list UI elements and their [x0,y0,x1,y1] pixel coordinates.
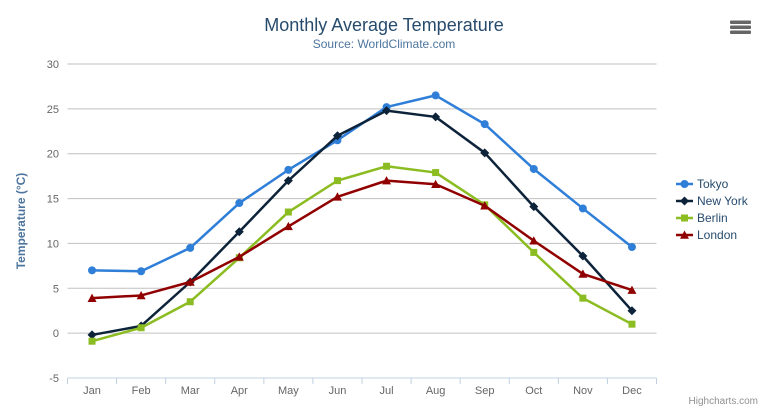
data-point-tokyo[interactable] [529,164,538,173]
data-point-tokyo[interactable] [137,267,146,276]
data-point-new-york[interactable] [234,227,244,237]
data-point-berlin[interactable] [137,324,145,332]
data-point-new-york[interactable] [382,106,392,116]
data-point-new-york[interactable] [431,112,441,122]
series-london [87,176,637,302]
data-point-berlin[interactable] [186,298,194,306]
legend: Tokyo New York Berlin London [676,177,749,242]
x-axis-label: Apr [231,385,248,397]
legend-label: New York [697,194,749,208]
legend-item-tokyo[interactable]: Tokyo [676,177,729,191]
legend-label: Berlin [697,211,728,225]
legend-symbol-circle-icon[interactable] [680,180,689,188]
data-point-london[interactable] [480,201,490,210]
x-axis-label: Mar [181,385,200,397]
credits-link[interactable]: Highcharts.com [689,396,758,407]
data-point-london[interactable] [578,269,588,278]
legend-item-berlin[interactable]: Berlin [676,211,728,225]
y-axis-label: 25 [47,104,59,116]
data-point-london[interactable] [87,293,97,302]
hamburger-menu-icon [730,20,751,24]
data-point-berlin[interactable] [284,208,292,216]
data-point-london[interactable] [431,179,441,189]
data-point-tokyo[interactable] [578,204,587,213]
data-point-london[interactable] [382,176,392,185]
data-point-london[interactable] [234,252,244,261]
data-point-berlin[interactable] [88,337,96,345]
gridlines [67,63,657,379]
data-point-london[interactable] [185,277,195,286]
x-axis-label: Jun [329,385,347,397]
chart-subtitle: Source: WorldClimate.com [313,37,456,51]
x-axis-label: May [278,385,299,397]
legend-symbol-diamond-icon[interactable] [680,196,689,206]
x-axis-label: Oct [525,385,542,397]
series-layer [87,91,637,345]
data-point-tokyo[interactable] [284,165,293,174]
hamburger-menu-icon [730,30,751,34]
y-axis-label: 10 [47,238,59,250]
data-point-new-york[interactable] [332,131,342,141]
x-axis-label: Dec [622,385,642,397]
y-axis-label: 30 [47,59,59,71]
legend-symbol-triangle-icon[interactable] [680,230,689,239]
y-axis-label: -5 [49,373,59,385]
x-axis-label: Jan [83,385,101,397]
data-point-tokyo[interactable] [480,120,489,129]
data-point-new-york[interactable] [578,251,588,261]
legend-symbol-square-icon[interactable] [681,214,688,222]
chart-title: Monthly Average Temperature [264,15,503,35]
export-menu-button[interactable] [730,20,751,35]
series-line-berlin [90,165,634,343]
data-point-berlin[interactable] [628,320,636,328]
data-point-berlin[interactable] [333,177,341,185]
data-point-berlin[interactable] [383,162,391,170]
data-point-tokyo[interactable] [235,199,244,208]
data-point-tokyo[interactable] [88,266,97,275]
data-point-london[interactable] [627,285,637,294]
data-point-london[interactable] [136,290,146,300]
data-point-new-york[interactable] [627,306,637,316]
legend-label: Tokyo [697,177,729,191]
y-axis-title: Temperature (°C) [14,173,28,270]
x-axis-label: Nov [573,385,593,397]
series-tokyo [88,91,636,276]
data-point-london[interactable] [283,221,293,231]
y-axis-label: 15 [47,194,59,206]
data-point-new-york[interactable] [480,148,490,158]
series-line-tokyo [90,94,634,273]
x-axis-label: Aug [426,385,446,397]
axes: -5 0 5 10 15 20 25 30 Jan Feb Mar Apr May Jun Jul Aug Se… [47,59,657,397]
data-point-new-york[interactable] [87,330,97,340]
y-axis-label: 0 [53,328,59,340]
x-axis-label: Jul [380,385,394,397]
data-point-tokyo[interactable] [186,243,195,252]
series-line-london [90,179,634,300]
data-point-tokyo[interactable] [431,91,440,100]
y-axis-label: 5 [53,283,59,295]
y-axis-label: 20 [47,149,59,161]
hamburger-menu-icon [730,25,751,29]
data-point-berlin[interactable] [432,169,440,177]
data-point-london[interactable] [529,236,539,245]
data-point-berlin[interactable] [530,248,538,256]
data-point-tokyo[interactable] [627,243,636,252]
data-point-new-york[interactable] [529,202,539,212]
series-new-york [87,106,637,340]
data-point-london[interactable] [332,192,342,201]
x-axis-label: Sep [475,385,495,397]
x-axis-label: Feb [132,385,151,397]
series-line-new-york [90,109,634,337]
legend-label: London [697,228,737,242]
data-point-berlin[interactable] [579,294,587,302]
legend-item-london[interactable]: London [676,228,737,242]
data-point-new-york[interactable] [283,176,293,186]
legend-item-new-york[interactable]: New York [676,194,749,208]
